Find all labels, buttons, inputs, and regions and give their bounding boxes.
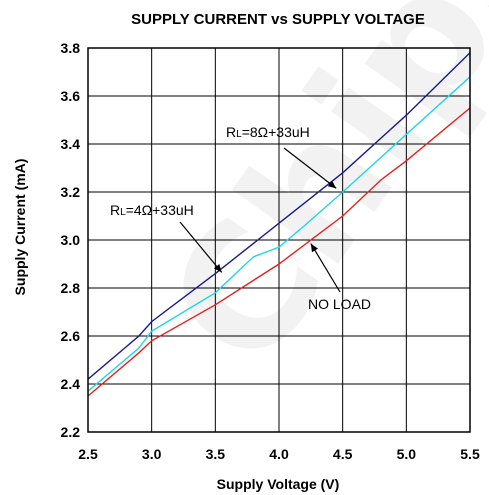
series-layer — [87, 52, 471, 397]
y-tick-label: 3.0 — [61, 232, 81, 248]
y-tick-label: 2.8 — [61, 280, 81, 296]
arrow-head — [327, 180, 337, 189]
arrow-shaft — [310, 243, 341, 293]
series-line-2 — [87, 76, 471, 392]
y-axis-ticks: 2.2 2.4 2.6 2.8 3.0 3.2 3.4 3.6 3.8 — [61, 40, 81, 440]
annotation-rl8-arrow — [283, 147, 337, 189]
y-tick-label: 3.2 — [61, 184, 81, 200]
arrow-shaft — [283, 147, 337, 189]
series-line-1 — [87, 52, 471, 380]
x-tick-label: 3.5 — [206, 446, 226, 462]
plot-frame — [87, 47, 471, 433]
annotation-noload-label: NO LOAD — [308, 296, 371, 312]
y-tick-label: 2.6 — [61, 328, 81, 344]
x-axis-label: Supply Voltage (V) — [217, 476, 340, 492]
annotation-rl8: RL=8Ω+33uH — [226, 124, 337, 189]
annotation-rl8-label: RL=8Ω+33uH — [226, 124, 310, 140]
x-tick-label: 4.5 — [333, 446, 353, 462]
arrow-shaft — [179, 221, 223, 273]
x-tick-label: 4.0 — [269, 446, 289, 462]
x-tick-label: 3.0 — [142, 446, 162, 462]
y-tick-label: 3.4 — [61, 136, 81, 152]
x-axis-ticks: 2.5 3.0 3.5 4.0 4.5 5.0 5.5 — [78, 446, 480, 462]
annotation-rl4: RL=4Ω+33uH — [110, 202, 223, 273]
x-tick-label: 5.0 — [397, 446, 417, 462]
y-tick-label: 3.8 — [61, 40, 81, 56]
x-tick-label: 5.5 — [460, 446, 480, 462]
y-tick-label: 2.2 — [61, 424, 81, 440]
annotation-noload: NO LOAD — [308, 243, 371, 312]
x-tick-label: 2.5 — [78, 446, 98, 462]
annotation-noload-arrow — [310, 243, 341, 293]
y-tick-label: 2.4 — [61, 376, 81, 392]
annotation-rl4-label: RL=4Ω+33uH — [110, 202, 194, 218]
y-tick-label: 3.6 — [61, 88, 81, 104]
arrow-head — [213, 264, 222, 273]
chart-title: SUPPLY CURRENT vs SUPPLY VOLTAGE — [131, 11, 425, 28]
arrow-head — [310, 243, 318, 253]
y-axis-label: Supply Current (mA) — [12, 159, 28, 296]
annotation-rl4-arrow — [179, 221, 223, 273]
series-line-3 — [87, 107, 471, 397]
